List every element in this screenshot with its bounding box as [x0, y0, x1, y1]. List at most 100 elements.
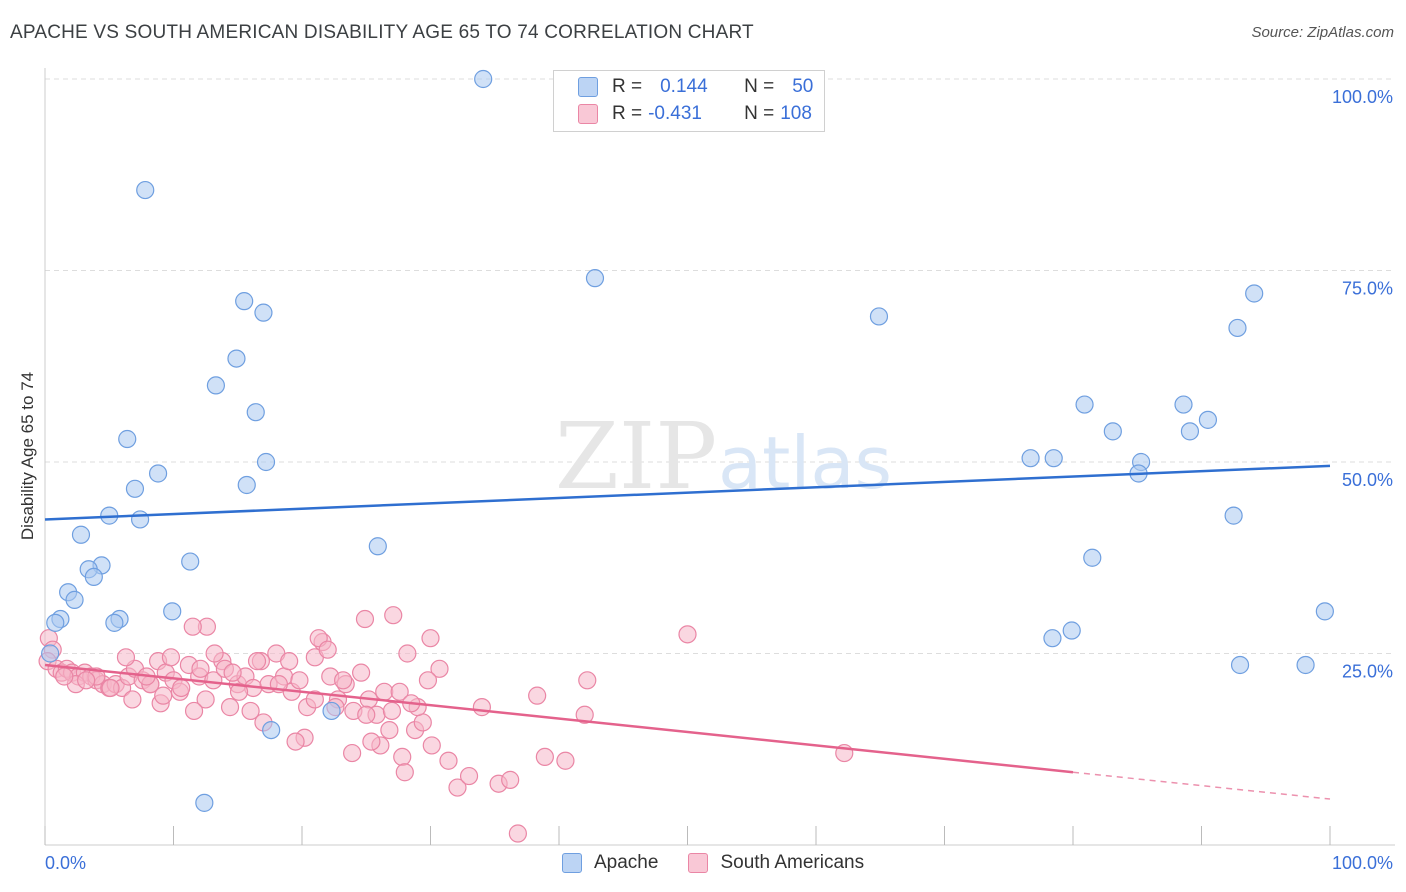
apache-point	[368, 537, 387, 556]
apache-point	[1315, 602, 1334, 621]
south-americans-point	[393, 747, 412, 767]
apache-trend-line	[44, 464, 1331, 521]
south-americans-point	[334, 671, 353, 690]
trend-lines	[44, 464, 1331, 800]
apache-swatch	[578, 77, 598, 97]
south-americans-point	[380, 720, 399, 740]
stats-legend: R = 0.144 N = 50 R = -0.431 N = 108	[553, 70, 825, 132]
apache-r-value: 0.144	[660, 76, 708, 97]
south-americans-point	[280, 652, 299, 671]
south-americans-point	[556, 751, 575, 770]
south-americans-point	[448, 778, 467, 797]
y-tick-label: 100.0%	[1332, 87, 1393, 107]
source-label: Source: ZipAtlas.com	[1251, 24, 1394, 41]
south-americans-point	[501, 770, 520, 789]
apache-point	[1174, 395, 1193, 414]
south-americans-point	[355, 609, 375, 629]
south-americans-point	[395, 763, 414, 782]
apache-point	[1228, 318, 1247, 338]
apache-point	[322, 701, 341, 721]
apache-point	[206, 376, 226, 395]
apache-n-label: N =	[744, 76, 775, 97]
apache-point	[869, 307, 889, 326]
apache-point	[254, 303, 273, 322]
apache-point	[585, 269, 605, 288]
bottom-legend: Apache South Americans	[562, 852, 894, 874]
chart-title: APACHE VS SOUTH AMERICAN DISABILITY AGE …	[10, 22, 754, 43]
apache-point	[136, 180, 155, 200]
south-americans-point	[459, 766, 479, 786]
south-americans-point	[154, 686, 173, 705]
y-axis-label: Disability Age 65 to 74	[18, 372, 37, 540]
apache-point	[1245, 284, 1264, 303]
legend-item-south-americans: South Americans	[688, 852, 864, 874]
south-americans-point	[55, 667, 74, 686]
apache-point	[163, 602, 182, 621]
south-americans-n-value: 108	[780, 103, 812, 124]
south-americans-point	[362, 732, 381, 751]
watermark-atlas: atlas	[718, 421, 892, 505]
x-tick-label: 100.0%	[1332, 853, 1393, 873]
apache-point	[1043, 629, 1062, 648]
apache-point	[1198, 410, 1218, 429]
south-americans-point	[418, 671, 438, 690]
stats-row-south-americans: R = -0.431 N = 108	[578, 101, 812, 127]
south-americans-point	[535, 747, 554, 767]
apache-point	[1103, 422, 1122, 441]
y-tick-label: 25.0%	[1342, 662, 1393, 682]
apache-point	[1062, 621, 1081, 640]
apache-point	[71, 525, 91, 544]
south-americans-point	[472, 698, 491, 717]
south-americans-point	[286, 732, 305, 751]
south-americans-point	[123, 690, 142, 709]
south-americans-point	[678, 625, 697, 644]
south-americans-point	[375, 682, 394, 701]
south-americans-point	[116, 648, 136, 667]
south-americans-point	[220, 698, 240, 717]
south-americans-point	[422, 736, 441, 755]
apache-point	[235, 292, 254, 311]
apache-n-value: 50	[792, 76, 814, 97]
x-tick-label: 0.0%	[45, 853, 86, 873]
south-americans-point	[241, 701, 260, 721]
apache-point	[1180, 422, 1200, 441]
south-americans-point	[205, 644, 224, 663]
apache-point	[181, 552, 200, 571]
tick-labels: 25.0% 50.0% 75.0% 100.0% 0.0% 100.0%	[45, 87, 1393, 873]
south-americans-swatch	[578, 104, 598, 124]
south-americans-point	[528, 686, 547, 705]
apache-point	[125, 479, 145, 498]
south-americans-point	[191, 659, 210, 678]
apache-point	[118, 429, 137, 449]
apache-point	[237, 475, 256, 495]
south-americans-r-label: R =	[612, 103, 643, 124]
apache-point	[65, 590, 84, 609]
legend-south-americans-label: South Americans	[720, 852, 865, 873]
watermark: ZIP atlas	[555, 403, 892, 510]
y-tick-label: 50.0%	[1342, 470, 1393, 490]
south-americans-point	[204, 671, 223, 690]
south-americans-point	[172, 678, 191, 698]
apache-point	[246, 403, 265, 422]
south-americans-point	[318, 640, 337, 659]
apache-point	[105, 613, 124, 632]
south-americans-point	[183, 617, 202, 636]
apache-point	[1224, 506, 1243, 525]
south-americans-point	[357, 705, 376, 724]
apache-point	[1083, 548, 1102, 567]
south-americans-point	[247, 652, 267, 671]
south-americans-point	[382, 701, 402, 721]
apache-point	[1230, 655, 1250, 675]
south-americans-point	[161, 648, 181, 667]
apache-point	[41, 644, 60, 663]
south-americans-point	[77, 671, 96, 690]
legend-apache-swatch	[562, 853, 582, 873]
legend-apache-label: Apache	[594, 852, 659, 873]
legend-south-americans-swatch	[688, 853, 709, 873]
south-americans-point	[196, 690, 215, 709]
stats-row-apache: R = 0.144 N = 50	[578, 74, 813, 100]
south-americans-trend-line	[44, 663, 1074, 774]
apache-point	[1296, 655, 1315, 675]
apache-point	[148, 464, 168, 483]
